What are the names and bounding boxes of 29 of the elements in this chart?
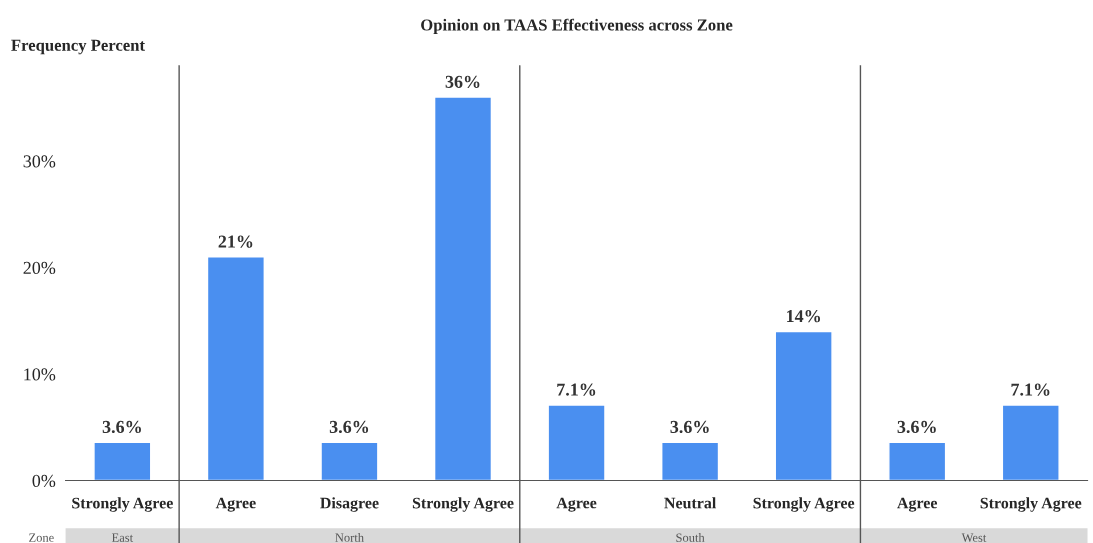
- x-tick-label: Neutral: [664, 497, 716, 509]
- y-tick-label: 10%: [24, 368, 56, 381]
- y-tick-label: 30%: [23, 155, 56, 168]
- x-tick-label: Strongly Agree: [72, 497, 173, 512]
- data-label: 21%: [218, 235, 253, 248]
- data-label: 36%: [445, 75, 480, 88]
- x-tick-label: Strongly Agree: [980, 497, 1082, 512]
- x-tick-label: Strongly Agree: [753, 497, 855, 512]
- x-tick-label: Disagree: [320, 497, 379, 512]
- x-tick-label: Agree: [897, 497, 938, 512]
- y-tick-label: 0%: [32, 474, 56, 488]
- x-tick-label: Strongly Agree: [412, 497, 514, 512]
- text: North: [335, 533, 364, 542]
- text: West: [961, 533, 987, 542]
- data-label: 3.6%: [670, 420, 709, 434]
- data-label: 3.6%: [102, 420, 141, 434]
- text: South: [676, 533, 705, 542]
- data-label: 7.1%: [1011, 383, 1050, 396]
- data-label: 14%: [787, 310, 821, 323]
- chart-title: Opinion on TAAS Effectiveness across Zone: [421, 18, 733, 34]
- y-axis-title: Frequency Percent: [11, 39, 145, 55]
- data-label: 7.1%: [557, 383, 596, 396]
- text: Zone: [29, 533, 54, 542]
- data-label: 3.6%: [329, 420, 369, 434]
- x-tick-label: Agree: [215, 497, 256, 512]
- data-label: 3.6%: [897, 420, 936, 434]
- y-tick-label: 20%: [23, 261, 56, 275]
- x-tick-label: Agree: [556, 497, 597, 512]
- text: East: [111, 533, 134, 542]
